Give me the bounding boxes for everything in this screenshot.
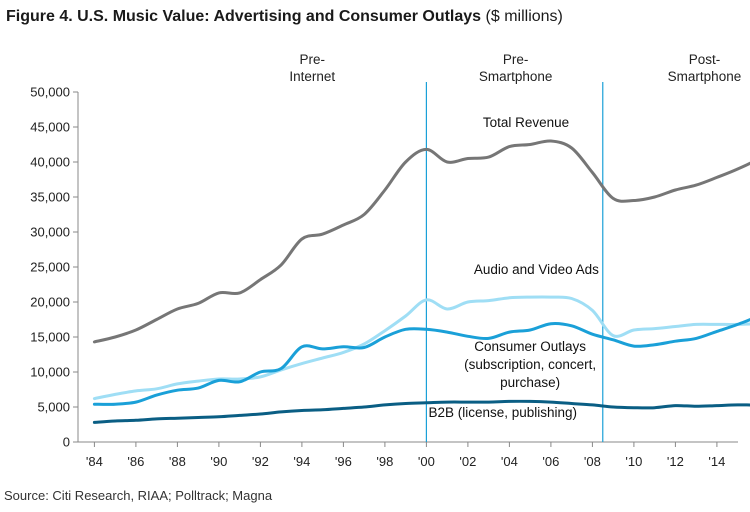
x-tick-label: '08	[584, 454, 601, 469]
chart-title-unit: ($ millions)	[481, 8, 563, 25]
y-tick-label: 35,000	[30, 190, 70, 205]
x-tick-label: '00	[418, 454, 435, 469]
series-label-b2b: B2B (license, publishing)	[428, 405, 577, 420]
series-line-total-revenue	[92, 139, 750, 344]
x-tick-label: '06	[542, 454, 559, 469]
y-tick-label: 45,000	[30, 120, 70, 135]
x-tick-label: '92	[252, 454, 269, 469]
x-tick-label: '88	[169, 454, 186, 469]
x-tick-label: '14	[708, 454, 725, 469]
series-label-total-revenue: Total Revenue	[483, 115, 569, 130]
era-label: Pre-Smartphone	[479, 52, 553, 84]
era-label: Pre-Internet	[289, 52, 335, 84]
x-tick-label: '94	[293, 454, 310, 469]
y-tick-label: 40,000	[30, 155, 70, 170]
source-note: Source: Citi Research, RIAA; Polltrack; …	[4, 488, 273, 503]
series-label-audio-and-video-ads: Audio and Video Ads	[474, 262, 599, 277]
era-label: Post-Smartphone	[668, 52, 742, 84]
series-label-consumer-outlays: Consumer Outlays (subscription, concert, p…	[464, 339, 596, 390]
y-tick-label: 20,000	[30, 295, 70, 310]
chart-title: Figure 4. U.S. Music Value: Advertising …	[6, 8, 563, 26]
y-tick-label: 0	[63, 435, 70, 450]
series-line-b2b	[92, 399, 750, 424]
x-tick-label: '90	[210, 454, 227, 469]
chart-title-main: Figure 4. U.S. Music Value: Advertising …	[6, 8, 482, 25]
x-tick-label: '04	[501, 454, 518, 469]
x-tick-label: '86	[127, 454, 144, 469]
x-tick-label: '84	[86, 454, 103, 469]
x-tick-label: '98	[376, 454, 393, 469]
y-tick-label: 15,000	[30, 330, 70, 345]
y-tick-label: 10,000	[30, 365, 70, 380]
x-tick-label: '96	[335, 454, 352, 469]
x-tick-label: '02	[459, 454, 476, 469]
series-line-audio-and-video-ads	[92, 295, 750, 401]
y-tick-label: 30,000	[30, 225, 70, 240]
y-tick-label: 5,000	[37, 400, 70, 415]
x-tick-label: '10	[625, 454, 642, 469]
y-tick-label: 25,000	[30, 260, 70, 275]
y-tick-label: 50,000	[30, 85, 70, 100]
series-line-consumer-outlays	[92, 318, 750, 406]
x-tick-label: '12	[667, 454, 684, 469]
